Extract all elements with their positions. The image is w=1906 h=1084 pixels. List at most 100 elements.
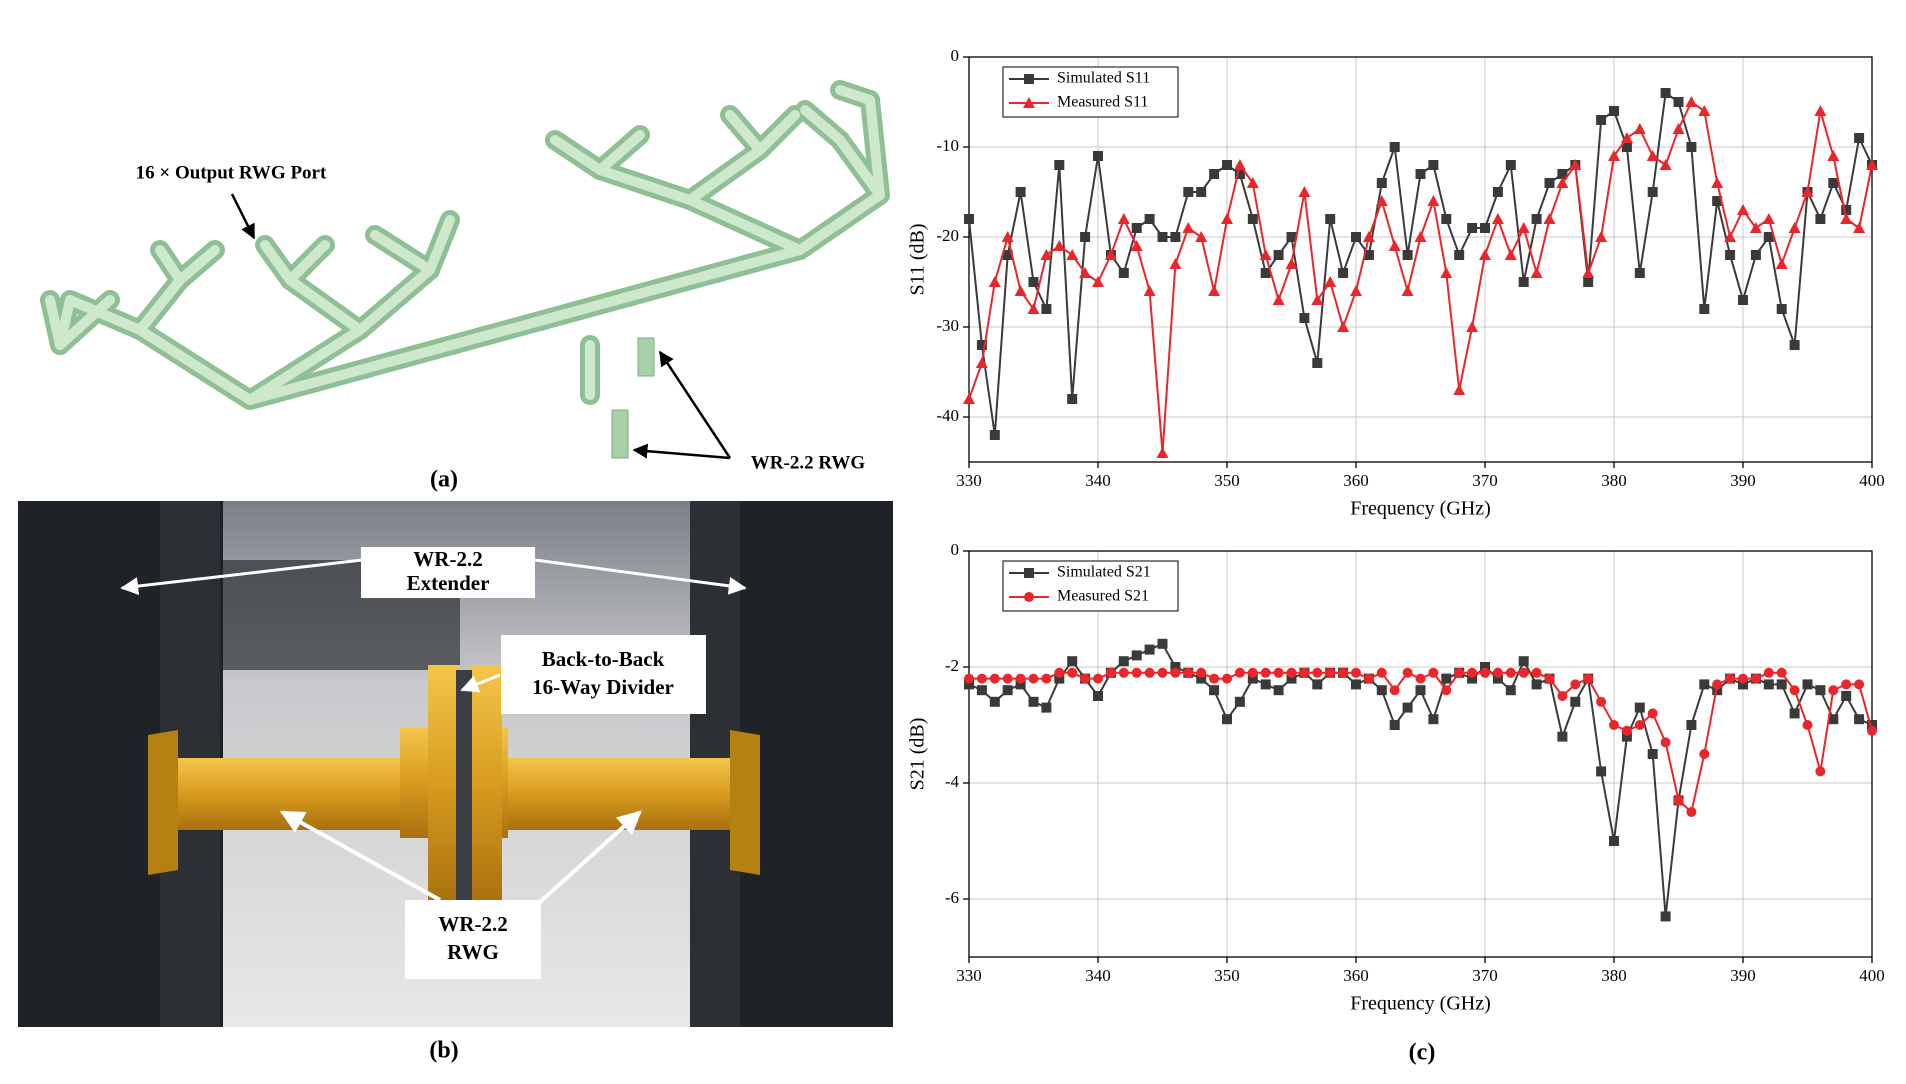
y-axis-label: S21 (dB) — [907, 718, 929, 791]
marker — [1789, 708, 1800, 719]
y-tick-label: -30 — [936, 316, 959, 335]
marker — [1247, 673, 1258, 684]
marker — [1015, 187, 1026, 197]
marker — [1620, 132, 1633, 143]
marker — [1505, 667, 1516, 678]
marker — [1401, 285, 1414, 296]
marker — [1067, 394, 1078, 404]
marker — [1557, 691, 1568, 701]
marker — [1002, 685, 1013, 696]
marker — [1260, 679, 1271, 690]
marker — [1170, 662, 1181, 672]
arrow — [120, 558, 363, 596]
marker — [1247, 214, 1258, 224]
x-tick-label: 330 — [956, 966, 982, 985]
marker — [1170, 232, 1181, 242]
marker — [1738, 295, 1748, 305]
marker — [1427, 195, 1440, 206]
marker — [1079, 267, 1092, 278]
marker — [1531, 214, 1542, 224]
marker — [1093, 673, 1103, 684]
annotation: WR-2.2 RWG — [751, 452, 866, 473]
label-box — [405, 900, 541, 979]
marker — [1867, 725, 1877, 736]
marker — [1518, 667, 1529, 678]
x-tick-label: 370 — [1472, 966, 1498, 985]
marker — [1505, 160, 1516, 170]
marker — [1415, 169, 1426, 179]
marker — [1428, 160, 1439, 170]
marker — [1647, 749, 1658, 759]
marker — [1466, 321, 1479, 332]
marker — [1660, 911, 1671, 922]
x-tick-label: 350 — [1214, 471, 1240, 490]
y-tick-label: 0 — [951, 540, 960, 559]
marker — [1041, 673, 1052, 684]
y-tick-label: 0 — [951, 46, 960, 65]
waveguide-render — [40, 80, 890, 459]
marker — [1002, 673, 1013, 684]
marker — [1402, 702, 1413, 713]
series-line — [969, 91, 1872, 436]
arrow — [632, 443, 731, 460]
annotation: WR-2.2 — [438, 912, 507, 936]
marker — [1609, 106, 1619, 116]
marker — [1556, 177, 1569, 188]
marker — [1325, 214, 1336, 224]
marker — [1595, 231, 1608, 242]
marker — [1480, 662, 1490, 672]
marker — [1388, 240, 1401, 251]
marker — [1775, 258, 1788, 269]
marker — [1828, 178, 1839, 188]
marker — [1067, 667, 1078, 678]
marker — [1182, 222, 1195, 233]
marker — [1750, 250, 1761, 260]
x-tick-label: 360 — [1343, 471, 1369, 490]
marker — [1233, 159, 1246, 170]
legend-label: Simulated S21 — [1057, 564, 1151, 581]
marker — [1776, 667, 1787, 678]
marker — [1273, 667, 1284, 678]
marker — [1053, 240, 1066, 251]
marker — [1273, 250, 1284, 260]
marker — [1040, 249, 1053, 260]
marker — [1673, 97, 1684, 107]
marker — [1711, 177, 1724, 188]
marker — [1814, 105, 1827, 116]
marker — [1596, 115, 1607, 125]
marker — [1376, 685, 1387, 696]
marker — [1480, 667, 1490, 678]
marker — [1312, 358, 1323, 368]
marker — [1517, 222, 1530, 233]
marker — [1453, 384, 1466, 395]
marker — [1712, 679, 1723, 690]
marker — [1156, 447, 1169, 458]
marker — [1014, 285, 1027, 296]
marker — [1027, 303, 1040, 314]
plot-frame — [968, 56, 1873, 463]
marker — [1002, 250, 1013, 260]
marker — [1234, 696, 1245, 707]
marker — [1569, 159, 1582, 170]
marker — [1621, 142, 1632, 152]
marker — [1222, 714, 1232, 725]
marker — [1686, 807, 1697, 817]
marker — [1866, 159, 1878, 170]
marker — [1131, 650, 1142, 661]
marker — [1441, 673, 1452, 684]
marker — [1492, 667, 1503, 678]
marker — [1608, 150, 1620, 161]
marker — [1828, 685, 1839, 696]
marker — [1621, 731, 1632, 742]
marker — [1467, 223, 1478, 233]
marker — [1298, 186, 1311, 197]
marker — [1260, 268, 1271, 278]
marker — [1118, 667, 1129, 678]
marker — [1104, 249, 1117, 260]
x-tick-label: 390 — [1730, 966, 1756, 985]
marker — [1646, 150, 1659, 161]
marker — [1647, 187, 1658, 197]
marker — [1311, 294, 1324, 305]
marker — [1324, 276, 1337, 287]
